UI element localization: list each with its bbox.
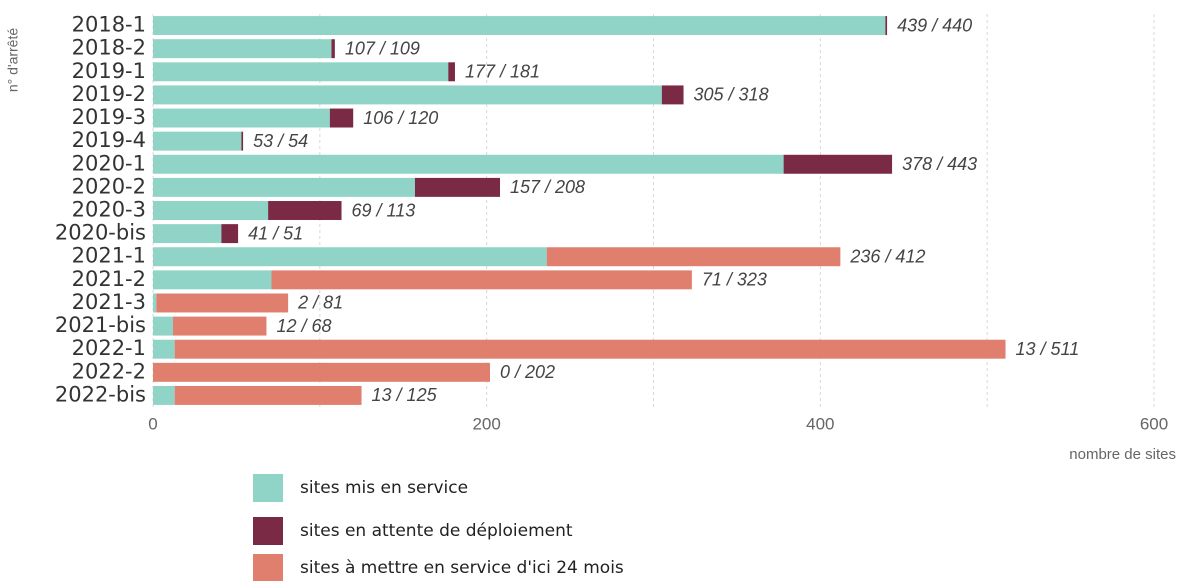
y-tick-label: 2021-1 (72, 244, 146, 268)
bar-segment (153, 316, 174, 336)
y-tick-label: 2019-1 (72, 59, 146, 83)
x-tick-label: 600 (1140, 414, 1168, 433)
data-label: 41 / 51 (248, 223, 303, 243)
data-label: 106 / 120 (363, 108, 438, 128)
bar-segment (153, 247, 547, 267)
bar-segment (153, 224, 222, 244)
y-tick-label: 2019-2 (72, 82, 146, 106)
bar-segment (156, 293, 289, 313)
bar-segment (153, 39, 332, 59)
data-label: 378 / 443 (902, 154, 977, 174)
bar-segment (221, 224, 239, 244)
bar-segment (153, 339, 175, 359)
x-tick-label: 400 (806, 414, 834, 433)
y-tick-label: 2021-3 (72, 290, 146, 314)
bar-segment (153, 131, 242, 151)
data-label: 157 / 208 (510, 177, 585, 197)
bar-segment (448, 62, 455, 82)
bar-segment (331, 39, 335, 59)
bar-segment (173, 316, 267, 336)
bar-segment (546, 247, 841, 267)
x-axis-label: nombre de sites (1069, 446, 1176, 463)
data-label: 13 / 511 (1016, 339, 1080, 359)
data-label: 12 / 68 (276, 316, 331, 336)
y-tick-label: 2020-2 (72, 174, 146, 198)
bar-segment (153, 108, 330, 128)
y-tick-label: 2022-2 (72, 359, 146, 383)
bar-segment (153, 62, 449, 82)
legend-label: sites à mettre en service d'ici 24 mois (300, 558, 624, 578)
y-tick-label: 2018-2 (72, 36, 146, 60)
data-label: 13 / 125 (372, 385, 438, 405)
bar-segment (329, 108, 354, 128)
x-tick-label: 200 (472, 414, 500, 433)
data-label: 177 / 181 (465, 62, 540, 82)
bar-segment (153, 177, 415, 197)
y-tick-label: 2020-1 (72, 151, 146, 175)
bar-segment (153, 270, 272, 290)
data-label: 236 / 412 (849, 246, 925, 266)
data-label: 2 / 81 (297, 293, 343, 313)
y-tick-label: 2020-3 (72, 198, 146, 222)
y-tick-label: 2019-3 (72, 105, 146, 129)
bar-segment (153, 154, 784, 174)
y-tick-label: 2022-1 (72, 336, 146, 360)
x-tick-label: 0 (148, 414, 157, 433)
legend-swatch (253, 474, 283, 502)
bar-segment (153, 293, 157, 313)
data-label: 305 / 318 (694, 85, 769, 105)
y-tick-label: 2021-bis (55, 313, 146, 337)
data-label: 71 / 323 (702, 270, 767, 290)
bar-segment (174, 339, 1006, 359)
bar-segment (153, 385, 175, 405)
data-label: 53 / 54 (253, 131, 308, 151)
data-label: 0 / 202 (500, 362, 555, 382)
bar-segment (271, 270, 692, 290)
y-axis-label: n° d'arrêté (5, 28, 21, 93)
legend-label: sites en attente de déploiement (300, 521, 573, 541)
y-tick-label: 2019-4 (72, 128, 146, 152)
legend-label: sites mis en service (300, 478, 468, 498)
data-label: 107 / 109 (345, 38, 420, 58)
y-tick-label: 2022-bis (55, 382, 146, 406)
bar-segment (661, 85, 684, 105)
bar-segment (153, 201, 269, 220)
legend-swatch (253, 554, 283, 581)
bar-segment (241, 131, 244, 151)
bar-segment (153, 362, 491, 382)
bar-segment (153, 85, 662, 105)
y-tick-label: 2018-1 (72, 13, 146, 37)
data-label: 69 / 113 (352, 200, 416, 220)
bar-segment (268, 201, 342, 220)
bar-segment (153, 16, 886, 36)
legend-swatch (253, 517, 283, 545)
y-tick-label: 2020-bis (55, 221, 146, 245)
bar-segment (414, 177, 501, 197)
bar-segment (885, 16, 888, 36)
data-label: 439 / 440 (897, 15, 972, 35)
y-tick-label: 2021-2 (72, 267, 146, 291)
bar-segment (783, 154, 893, 174)
bar-segment (174, 385, 362, 405)
